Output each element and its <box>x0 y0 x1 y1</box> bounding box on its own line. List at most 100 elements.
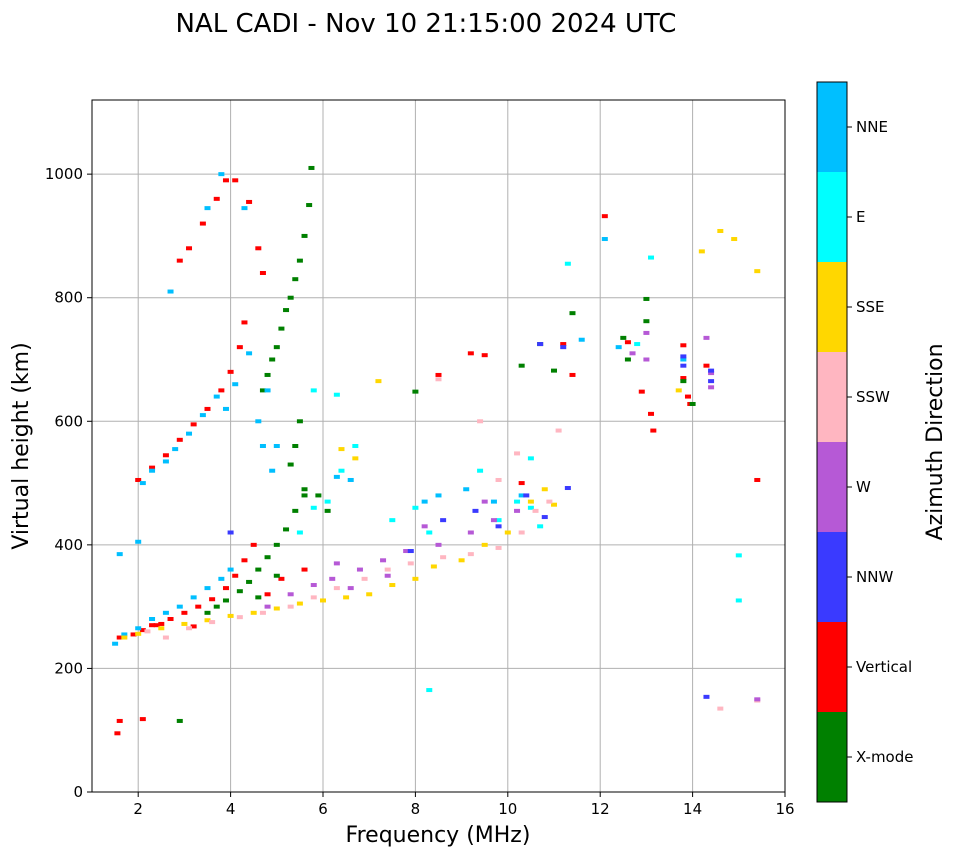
data-point <box>754 477 761 482</box>
data-point <box>477 419 484 424</box>
data-point <box>255 595 262 600</box>
data-point <box>204 406 211 411</box>
data-point <box>273 606 280 611</box>
data-point <box>186 246 193 251</box>
data-point <box>384 567 391 572</box>
data-points <box>112 165 761 736</box>
data-point <box>301 487 308 492</box>
data-point <box>241 320 248 325</box>
data-point <box>624 357 631 362</box>
data-point <box>754 269 761 274</box>
data-point <box>634 342 641 347</box>
data-point <box>629 351 636 356</box>
data-point <box>273 573 280 578</box>
data-point <box>246 351 253 356</box>
colorbar-segment <box>817 712 847 802</box>
data-point <box>650 428 657 433</box>
data-point <box>222 406 229 411</box>
data-point <box>458 558 465 563</box>
data-point <box>717 228 724 233</box>
x-tick-label: 12 <box>591 800 610 818</box>
data-point <box>380 558 387 563</box>
data-point <box>421 499 428 504</box>
data-point <box>296 258 303 263</box>
data-point <box>264 372 271 377</box>
y-tick-label: 400 <box>54 536 83 554</box>
data-point <box>176 258 183 263</box>
data-point <box>518 530 525 535</box>
data-point <box>190 422 197 427</box>
data-point <box>643 357 650 362</box>
data-point <box>615 345 622 350</box>
data-point <box>301 567 308 572</box>
data-point <box>149 617 156 621</box>
data-point <box>250 610 257 615</box>
data-point <box>481 499 488 504</box>
data-point <box>389 583 396 588</box>
data-point <box>407 549 414 554</box>
x-axis-ticks: 2 4 6 8 10 12 14 16 <box>133 792 795 818</box>
data-point <box>255 419 262 424</box>
data-point <box>232 382 239 387</box>
colorbar-label: SSE <box>856 298 885 316</box>
data-point <box>135 539 142 544</box>
data-point <box>518 481 525 486</box>
data-point <box>435 493 442 498</box>
data-point <box>236 615 243 620</box>
data-point <box>426 688 433 693</box>
data-point <box>463 487 470 492</box>
data-point <box>199 413 206 418</box>
data-point <box>495 477 502 482</box>
data-point <box>158 621 165 626</box>
data-point <box>643 319 650 324</box>
data-point <box>338 468 345 473</box>
data-point <box>467 351 474 356</box>
data-point <box>181 610 188 615</box>
data-point <box>440 555 447 560</box>
data-point <box>504 530 511 535</box>
colorbar-label: W <box>856 478 871 496</box>
data-point <box>144 629 151 634</box>
data-point <box>227 369 234 374</box>
data-point <box>698 249 705 254</box>
data-point <box>514 499 521 504</box>
data-point <box>176 604 183 609</box>
data-point <box>680 379 687 384</box>
data-point <box>310 388 317 393</box>
data-point <box>620 335 627 340</box>
data-point <box>232 573 239 578</box>
data-point <box>112 641 119 646</box>
series-w <box>264 330 761 702</box>
data-point <box>403 549 410 554</box>
data-point <box>495 545 502 550</box>
x-tick-label: 10 <box>498 800 517 818</box>
data-point <box>703 694 710 699</box>
data-point <box>236 589 243 594</box>
data-point <box>162 635 169 640</box>
data-point <box>264 388 271 393</box>
data-point <box>218 172 225 177</box>
data-point <box>569 372 576 377</box>
colorbar-label: SSW <box>856 388 890 406</box>
data-point <box>333 586 340 591</box>
data-point <box>222 178 229 183</box>
y-tick-label: 800 <box>54 289 83 307</box>
data-point <box>153 623 160 628</box>
data-point <box>412 389 419 394</box>
data-point <box>435 372 442 377</box>
data-point <box>735 598 742 603</box>
data-point <box>204 618 211 623</box>
series-e <box>296 255 742 693</box>
data-point <box>343 595 350 600</box>
data-point <box>564 486 571 491</box>
data-point <box>569 311 576 316</box>
data-point <box>227 530 234 535</box>
data-point <box>347 586 354 591</box>
data-point <box>472 508 479 513</box>
data-point <box>121 632 128 637</box>
colorbar: X-mode Vertical NNW W SSW SSE E NNE <box>816 81 913 803</box>
data-point <box>296 530 303 535</box>
data-point <box>407 561 414 566</box>
data-point <box>116 718 123 723</box>
data-point <box>114 731 121 736</box>
